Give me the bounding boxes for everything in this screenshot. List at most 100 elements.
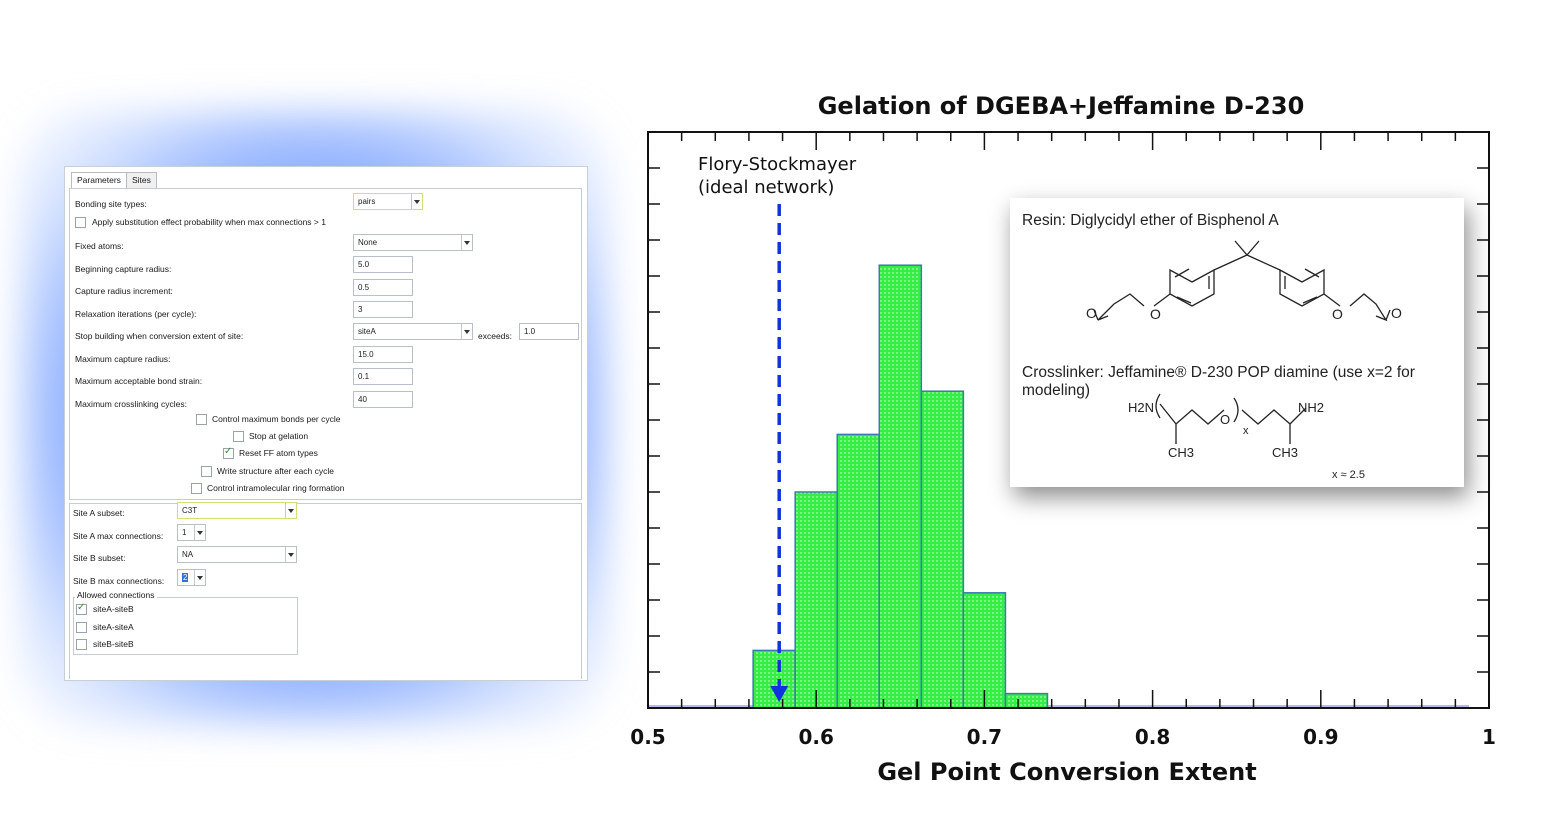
chevron-down-icon[interactable] (194, 525, 205, 540)
bonding-site-types-label: Bonding site types: (75, 199, 147, 209)
site-b-subset-select[interactable]: NA (177, 546, 297, 563)
beginning-capture-radius-label: Beginning capture radius: (75, 264, 172, 274)
capture-radius-increment-label: Capture radius increment: (75, 286, 173, 296)
allowed-a-a-checkbox[interactable] (76, 622, 87, 633)
marker-label-line1: Flory-Stockmayer (698, 154, 857, 175)
x-tick-label: 0.9 (1303, 725, 1338, 749)
x-tick-label: 0.8 (1135, 725, 1170, 749)
bonding-site-types-select[interactable]: pairs (353, 193, 423, 210)
substitution-effect-label: Apply substitution effect probability wh… (92, 217, 326, 227)
baseline-strip (648, 705, 1469, 708)
methyl-right-label: CH3 (1272, 445, 1298, 460)
site-a-subset-value: C3T (182, 506, 198, 515)
fixed-atoms-value: None (358, 238, 378, 247)
repeat-subscript: x (1243, 425, 1249, 437)
histogram-bar-6 (1004, 692, 1049, 709)
fixed-atoms-select[interactable]: None (353, 234, 473, 251)
exceeds-input[interactable]: 1.0 (519, 323, 579, 340)
x-tick-label: 0.6 (798, 725, 833, 749)
histogram-bar-0 (752, 649, 796, 709)
capture-radius-increment-input[interactable]: 0.5 (353, 279, 413, 296)
max-bond-strain-label: Maximum acceptable bond strain: (75, 376, 203, 386)
gelation-histogram: Gelation of DGEBA+Jeffamine D-230 0.5 0.6… (600, 80, 1568, 800)
dgeba-structure (1093, 240, 1391, 444)
histogram-svg: Gelation of DGEBA+Jeffamine D-230 0.5 0.6… (630, 92, 1496, 786)
left-ether-bond (1153, 293, 1171, 307)
control-ring-formation-label: Control intramolecular ring formation (207, 483, 345, 493)
site-b-max-select[interactable]: 2 (177, 569, 206, 586)
chevron-down-icon[interactable] (285, 503, 296, 518)
chevron-down-icon[interactable] (461, 235, 472, 250)
site-b-subset-value: NA (182, 550, 194, 559)
max-crosslinking-cycles-input[interactable]: 40 (353, 391, 413, 408)
stop-building-site-select[interactable]: siteA (353, 323, 473, 340)
max-bond-strain-input[interactable]: 0.1 (353, 368, 413, 385)
site-a-subset-select[interactable]: C3T (177, 502, 297, 519)
bridge-bonds (1213, 254, 1281, 271)
diamine-right-chain (1241, 407, 1307, 425)
chevron-down-icon[interactable] (411, 194, 422, 209)
control-ring-formation-checkbox[interactable] (191, 483, 202, 494)
substitution-effect-checkbox[interactable] (75, 217, 86, 228)
chemistry-inset: Resin: Diglycidyl ether of Bisphenol A O… (1010, 198, 1464, 487)
crosslink-settings-panel: Parameters Sites Bonding site types: pai… (64, 166, 588, 681)
relaxation-iterations-input[interactable]: 3 (353, 301, 413, 318)
beginning-capture-radius-input[interactable]: 5.0 (353, 256, 413, 273)
chart-title: Gelation of DGEBA+Jeffamine D-230 (818, 92, 1305, 120)
histogram-bar-4 (920, 390, 965, 709)
right-epoxide-oxygen: O (1391, 305, 1402, 321)
stop-at-gelation-label: Stop at gelation (249, 431, 309, 441)
allowed-a-a-label: siteA-siteA (93, 622, 134, 632)
flory-stockmayer-marker (770, 204, 789, 702)
amine-left-label: H2N (1128, 400, 1154, 415)
tab-parameters[interactable]: Parameters (71, 172, 127, 189)
maximum-capture-radius-input[interactable]: 15.0 (353, 346, 413, 363)
chevron-down-icon[interactable] (194, 570, 205, 585)
left-epoxide-oxygen: O (1086, 305, 1097, 321)
allowed-connections-legend: Allowed connections (75, 590, 157, 600)
left-ring-inner-bonds (1174, 268, 1210, 304)
reset-ff-atom-types-label: Reset FF atom types (239, 448, 318, 458)
chevron-down-icon[interactable] (461, 324, 472, 339)
write-structure-label: Write structure after each cycle (217, 466, 334, 476)
histogram-bar-2 (836, 433, 881, 709)
structures-svg: O O O O H2N NH2 O x CH3 CH3 x ≈ 2.5 (1086, 240, 1402, 481)
allowed-connections-group (73, 597, 298, 655)
site-a-max-label: Site A max connections: (73, 531, 164, 541)
site-b-max-label: Site B max connections: (73, 576, 165, 586)
right-ring-inner-bonds (1284, 268, 1320, 304)
stop-building-site-value: siteA (358, 327, 376, 336)
x-axis-label: Gel Point Conversion Extent (877, 758, 1256, 786)
histogram-bar-3 (878, 264, 923, 709)
methyl-left-label: CH3 (1168, 445, 1194, 460)
check-icon: ✓ (77, 602, 86, 613)
relaxation-iterations-label: Relaxation iterations (per cycle): (75, 309, 197, 319)
amine-right-label: NH2 (1298, 400, 1324, 415)
stop-at-gelation-checkbox[interactable] (233, 431, 244, 442)
max-crosslinking-cycles-label: Maximum crosslinking cycles: (75, 399, 187, 409)
site-a-subset-label: Site A subset: (73, 508, 125, 518)
control-max-bonds-checkbox[interactable] (196, 414, 207, 425)
bonding-site-types-value: pairs (358, 197, 376, 206)
reset-ff-atom-types-checkbox[interactable]: ✓ (223, 446, 234, 459)
tab-bar: Parameters Sites (71, 172, 157, 189)
x-tick-label: 1 (1482, 725, 1496, 749)
site-a-max-value: 1 (182, 528, 187, 537)
site-b-max-value: 2 (182, 573, 189, 582)
tab-sites[interactable]: Sites (125, 172, 157, 188)
crosslinker-caption-line1: Crosslinker: Jeffamine® D-230 POP diamin… (1022, 364, 1415, 381)
x-value-note: x ≈ 2.5 (1332, 469, 1365, 481)
left-paren (1155, 393, 1161, 419)
allowed-b-b-checkbox[interactable] (76, 639, 87, 650)
right-epoxide-bonds (1349, 293, 1391, 322)
right-paren (1233, 397, 1239, 423)
left-epoxide-bonds (1093, 293, 1145, 321)
resin-caption: Resin: Diglycidyl ether of Bisphenol A (1022, 212, 1279, 229)
write-structure-checkbox[interactable] (201, 466, 212, 477)
chevron-down-icon[interactable] (285, 547, 296, 562)
site-a-max-select[interactable]: 1 (177, 524, 206, 541)
allowed-a-b-checkbox[interactable]: ✓ (76, 602, 87, 615)
parameters-group (69, 188, 582, 500)
crosslinker-caption-line2: modeling) (1022, 382, 1091, 399)
histogram-bar-5 (962, 592, 1007, 709)
